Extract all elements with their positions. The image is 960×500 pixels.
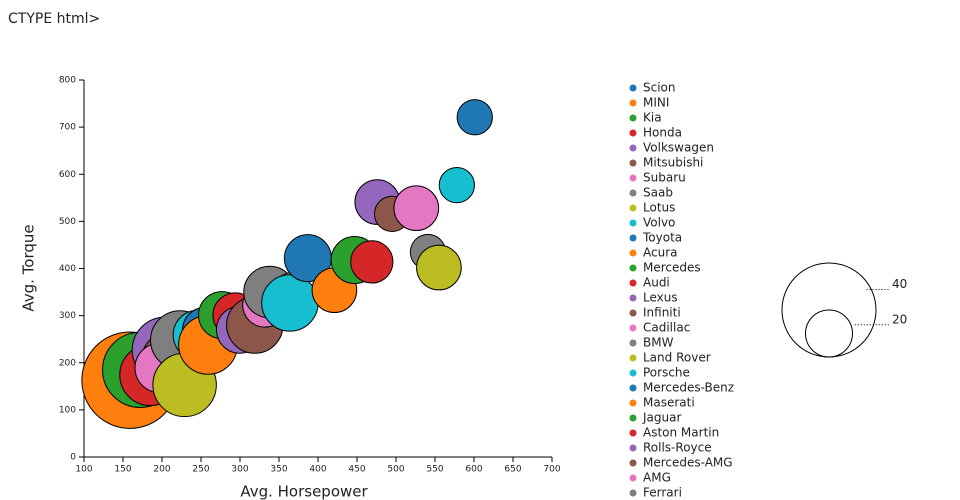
legend-label: Mercedes (643, 261, 701, 275)
legend-swatch (629, 444, 637, 452)
x-tick-label: 350 (270, 465, 287, 475)
legend-swatch (629, 264, 637, 272)
x-tick-label: 200 (153, 465, 170, 475)
legend-swatch (629, 114, 637, 122)
x-tick-label: 400 (309, 465, 326, 475)
legend-label: Mercedes-Benz (643, 381, 734, 395)
size-legend-label: 40 (892, 277, 907, 291)
legend-swatch (629, 99, 637, 107)
legend-swatch (629, 369, 637, 377)
legend-label: Aston Martin (643, 426, 719, 440)
legend-label: Scion (643, 81, 676, 95)
legend-swatch (629, 144, 637, 152)
legend-swatch (629, 219, 637, 227)
legend-label: Toyota (642, 231, 682, 245)
bubble (438, 166, 475, 204)
legend-swatch (629, 294, 637, 302)
x-tick-label: 600 (465, 465, 482, 475)
legend-swatch (629, 159, 637, 167)
legend-swatch (629, 384, 637, 392)
size-legend-label: 20 (892, 312, 907, 326)
legend-swatch (629, 399, 637, 407)
legend-swatch (629, 174, 637, 182)
y-tick-label: 800 (59, 76, 76, 86)
x-tick-label: 550 (426, 465, 443, 475)
legend-label: Jaguar (642, 411, 681, 425)
y-axis-title: Avg. Torque (20, 224, 38, 311)
legend-label: Subaru (643, 171, 686, 185)
x-tick-label: 250 (192, 465, 209, 475)
y-tick-label: 200 (59, 358, 76, 368)
x-tick-label: 450 (348, 465, 365, 475)
legend-swatch (629, 84, 637, 92)
legend-swatch (629, 429, 637, 437)
bubble (416, 244, 462, 291)
legend-swatch (629, 189, 637, 197)
legend-label: Acura (643, 246, 678, 260)
bubble (456, 99, 493, 136)
x-tick-label: 100 (75, 465, 92, 475)
x-axis-title: Avg. Horsepower (240, 483, 368, 500)
x-tick-label: 650 (504, 465, 521, 475)
legend-label: Honda (643, 126, 682, 140)
legend-label: Lotus (643, 201, 675, 215)
x-tick-label: 500 (387, 465, 404, 475)
page-text: CTYPE html> (8, 11, 100, 27)
legend-swatch (629, 204, 637, 212)
y-tick-label: 600 (59, 170, 76, 180)
legend-swatch (629, 249, 637, 257)
legend-label: Land Rover (643, 351, 711, 365)
y-tick-label: 500 (59, 217, 76, 227)
legend-label: Cadillac (643, 321, 690, 335)
legend-label: Porsche (643, 366, 690, 380)
x-tick-label: 150 (114, 465, 131, 475)
legend-swatch (629, 234, 637, 242)
legend-swatch (629, 129, 637, 137)
legend-swatch (629, 309, 637, 317)
legend-label: Volvo (643, 216, 675, 230)
legend-label: Kia (643, 111, 662, 125)
legend-label: Mitsubishi (643, 156, 703, 170)
legend-label: Rolls-Royce (643, 441, 712, 455)
legend-swatch (629, 354, 637, 362)
bubble (350, 240, 394, 284)
legend-label: Mercedes-AMG (643, 456, 733, 470)
legend-swatch (629, 339, 637, 347)
legend-label: Maserati (643, 396, 695, 410)
legend-label: Volkswagen (643, 141, 714, 155)
x-tick-label: 300 (231, 465, 248, 475)
y-tick-label: 100 (59, 405, 76, 415)
legend-swatch (629, 414, 637, 422)
legend-swatch (629, 474, 637, 482)
legend-swatch (629, 459, 637, 467)
legend-label: MINI (643, 96, 669, 110)
bubble (393, 185, 440, 232)
legend-label: AMG (643, 471, 671, 485)
legend-label: Audi (643, 276, 670, 290)
legend-swatch (629, 324, 637, 332)
y-tick-label: 400 (59, 264, 76, 274)
legend-label: Saab (643, 186, 673, 200)
legend-label: BMW (643, 336, 674, 350)
size-legend-circle (805, 309, 853, 358)
y-tick-label: 0 (70, 453, 76, 463)
legend-swatch (629, 279, 637, 287)
x-tick-label: 700 (543, 465, 560, 475)
legend-swatch (629, 489, 637, 497)
y-tick-label: 300 (59, 311, 76, 321)
bubble (261, 274, 319, 332)
legend-label: Ferrari (643, 486, 682, 500)
legend-label: Infiniti (643, 306, 681, 320)
y-tick-label: 700 (59, 123, 76, 133)
legend-label: Lexus (643, 291, 678, 305)
